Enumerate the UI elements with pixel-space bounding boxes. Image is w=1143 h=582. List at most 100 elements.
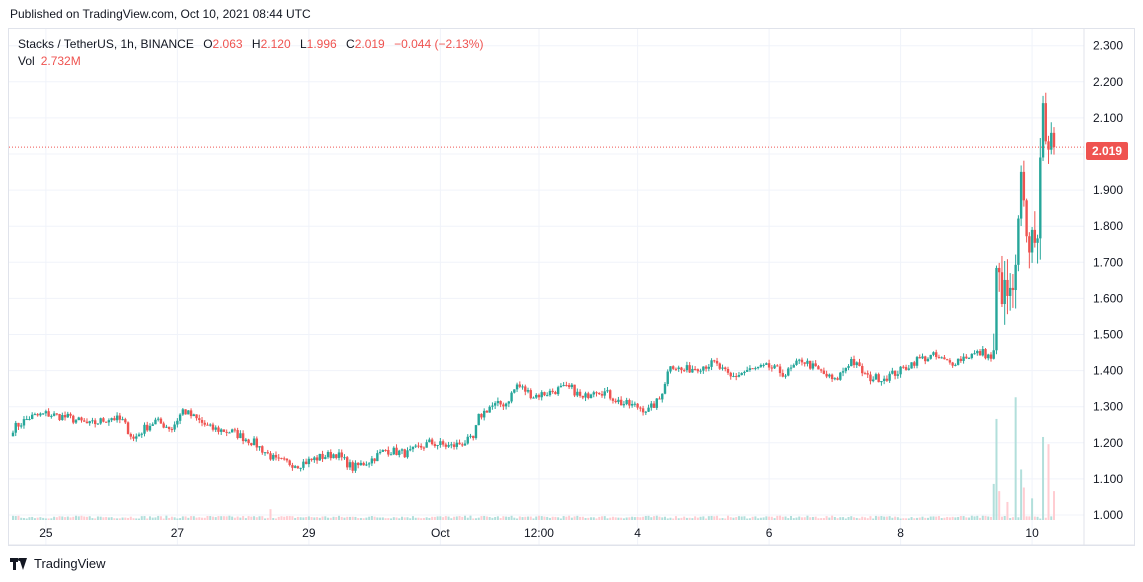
candle-body <box>573 384 576 396</box>
candle-body <box>866 373 869 375</box>
candle-body <box>685 365 689 371</box>
candle-body <box>313 457 316 461</box>
price-axis-tick-label: 2.100 <box>1093 111 1123 125</box>
candle-body <box>195 414 198 419</box>
volume-bar <box>642 516 645 520</box>
candle-body <box>995 267 998 351</box>
candle-body <box>691 368 694 373</box>
candle-body <box>20 425 23 427</box>
volume-bar <box>510 515 513 520</box>
candle-body <box>844 367 847 372</box>
candle-body <box>592 392 595 395</box>
volume-bar <box>554 516 557 520</box>
candle-body <box>41 413 45 415</box>
candle-body <box>515 384 519 390</box>
candle-body <box>970 353 974 358</box>
volume-bar <box>576 515 579 520</box>
candle-body <box>973 353 976 355</box>
candle-body <box>521 386 524 388</box>
candle-body <box>321 453 324 459</box>
volume-bar <box>1020 469 1023 520</box>
candle-body <box>452 444 456 447</box>
candle-body <box>1041 103 1045 158</box>
volume-bar <box>242 516 245 520</box>
candle-body <box>148 425 152 431</box>
candle-body <box>718 363 721 369</box>
volume-bar <box>811 516 814 520</box>
volume-bar <box>203 517 206 520</box>
candle-body <box>22 419 26 426</box>
volume-bar <box>727 515 730 520</box>
volume-bar <box>979 517 982 520</box>
candle-body <box>439 441 442 445</box>
volume-bar <box>850 516 853 520</box>
candle-body <box>115 415 119 421</box>
volume-bar <box>302 517 305 520</box>
volume-bar <box>272 517 275 520</box>
candle-body <box>417 445 420 447</box>
candle-body <box>535 394 538 398</box>
candle-body <box>518 384 522 387</box>
candle-body <box>17 422 20 427</box>
candle-body <box>466 436 469 444</box>
candle-body <box>477 413 480 426</box>
candle-body <box>852 358 856 366</box>
volume-bar <box>817 518 820 520</box>
candle-body <box>1025 200 1028 237</box>
candle-body <box>373 458 376 462</box>
candle-body <box>302 461 305 468</box>
volume-bar <box>461 516 464 520</box>
footer-brand[interactable]: TradingView <box>10 556 106 571</box>
volume-bar <box>970 515 973 520</box>
candle-body <box>929 354 932 359</box>
candle-body <box>688 365 691 373</box>
volume-bar <box>839 517 842 520</box>
candle-body <box>69 413 72 416</box>
candle-body <box>633 403 637 405</box>
candle-body <box>447 444 450 447</box>
time-axis-tick-label: 25 <box>39 526 53 540</box>
volume-bar <box>790 515 793 520</box>
candle-body <box>702 366 705 371</box>
candle-body <box>83 420 86 422</box>
candle-body <box>841 371 845 373</box>
volume-bar <box>913 518 916 520</box>
candle-body <box>943 357 946 360</box>
volume-bar <box>800 517 803 520</box>
candle-body <box>362 462 365 466</box>
volume-bar <box>735 517 738 520</box>
candle-body <box>44 411 48 414</box>
candle-body <box>622 404 626 406</box>
candle-body <box>430 439 434 445</box>
candle-body <box>625 400 628 405</box>
volume-bar <box>253 516 256 520</box>
candle-body <box>1022 171 1026 201</box>
candle-body <box>978 351 982 356</box>
volume-bar <box>666 518 669 520</box>
candle-body <box>326 452 330 458</box>
volume-bar <box>310 517 313 520</box>
candle-body <box>463 443 467 446</box>
volume-bar <box>981 515 984 520</box>
volume-bar <box>420 518 423 520</box>
candle-body <box>863 373 867 375</box>
volume-bar <box>425 517 428 520</box>
candle-body <box>340 452 343 458</box>
volume-bar <box>743 516 746 520</box>
volume-bar <box>581 516 584 520</box>
volume-bar <box>266 517 269 520</box>
candle-body <box>419 445 423 448</box>
volume-bar <box>381 517 384 520</box>
candle-body <box>787 368 790 376</box>
volume-bar <box>17 515 20 520</box>
candle-body <box>400 449 404 451</box>
volume-bar <box>83 516 86 520</box>
volume-bar <box>190 516 193 520</box>
candle-body <box>540 392 543 398</box>
volume-bar <box>340 516 343 520</box>
volume-bar <box>1047 444 1050 520</box>
candle-body <box>214 427 217 430</box>
candle-body <box>507 401 511 404</box>
candle-body <box>672 366 675 369</box>
